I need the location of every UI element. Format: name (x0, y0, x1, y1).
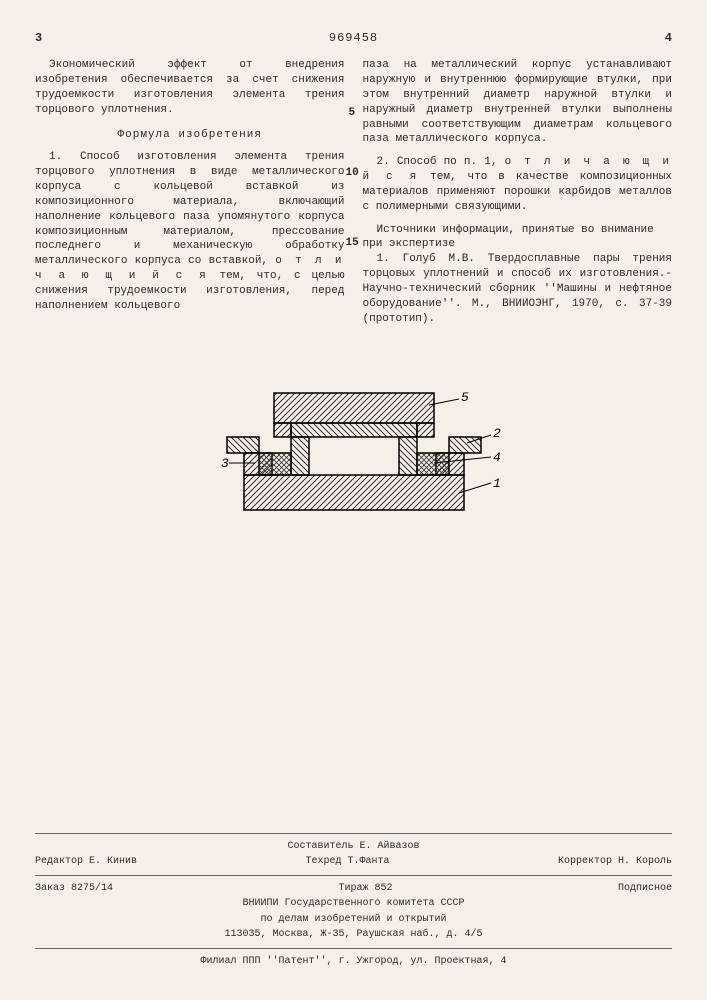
line-marker-5: 5 (349, 106, 356, 121)
diagram-svg: 3 2 4 1 5 (199, 375, 509, 535)
header: 3 969458 4 (35, 30, 672, 46)
diagram-label-2: 2 (493, 426, 501, 441)
footer-rule-1 (35, 833, 672, 834)
page-number-left: 3 (35, 30, 42, 46)
sources-heading: Источники информации, принятые во вниман… (363, 223, 673, 253)
claim-2: 2. Способ по п. 1, о т л и ч а ю щ и й с… (363, 155, 673, 214)
filial-line: Филиал ППП ''Патент'', г. Ужгород, ул. П… (35, 955, 672, 969)
diagram-label-4: 4 (493, 450, 501, 465)
claim1-continuation: паза на металлический корпус устанавлива… (363, 58, 673, 147)
footer-rule-2 (35, 875, 672, 876)
technical-diagram: 3 2 4 1 5 (199, 375, 509, 541)
footer-rule-3 (35, 948, 672, 949)
line-marker-10: 10 (346, 166, 359, 181)
page-number-right: 4 (665, 30, 672, 46)
source-1: 1. Голуб М.В. Твердосплавные пары трения… (363, 252, 673, 326)
order-number: Заказ 8275/14 (35, 882, 113, 896)
document-number: 969458 (329, 30, 378, 46)
footer: Составитель Е. Айвазов Редактор Е. Кинив… (35, 827, 672, 971)
techred: Техред Т.Фанта (305, 855, 389, 869)
claim1-text-a: 1. Способ изготовления элемента трения т… (35, 151, 345, 267)
left-column: Экономический эффект от внедрения изобре… (35, 58, 345, 334)
claim-1: 1. Способ изготовления элемента трения т… (35, 150, 345, 313)
tirazh: Тираж 852 (338, 882, 392, 896)
order-row: Заказ 8275/14 Тираж 852 Подписное (35, 882, 672, 896)
right-column: 5 10 15 паза на металлический корпус уст… (363, 58, 673, 334)
diagram-label-1: 1 (493, 476, 501, 491)
line-marker-15: 15 (346, 236, 359, 251)
diagram-label-5: 5 (461, 390, 469, 405)
editor: Редактор Е. Кинив (35, 855, 137, 869)
editorial-row: Редактор Е. Кинив Техред Т.Фанта Коррект… (35, 855, 672, 869)
compiler-line: Составитель Е. Айвазов (35, 840, 672, 854)
diagram-label-3: 3 (221, 456, 229, 471)
text-columns: Экономический эффект от внедрения изобре… (35, 58, 672, 334)
corrector: Корректор Н. Король (558, 855, 672, 869)
formula-heading: Формула изобретения (35, 128, 345, 143)
org-line-1: ВНИИПИ Государственного комитета СССР (35, 897, 672, 911)
address-line: 113035, Москва, Ж-35, Раушская наб., д. … (35, 928, 672, 942)
intro-paragraph: Экономический эффект от внедрения изобре… (35, 58, 345, 117)
page-container: 3 969458 4 Экономический эффект от внедр… (0, 0, 707, 560)
claim2-text-a: 2. Способ по п. 1, (377, 156, 505, 168)
org-line-2: по делам изобретений и открытий (35, 913, 672, 927)
podpisnoe: Подписное (618, 882, 672, 896)
